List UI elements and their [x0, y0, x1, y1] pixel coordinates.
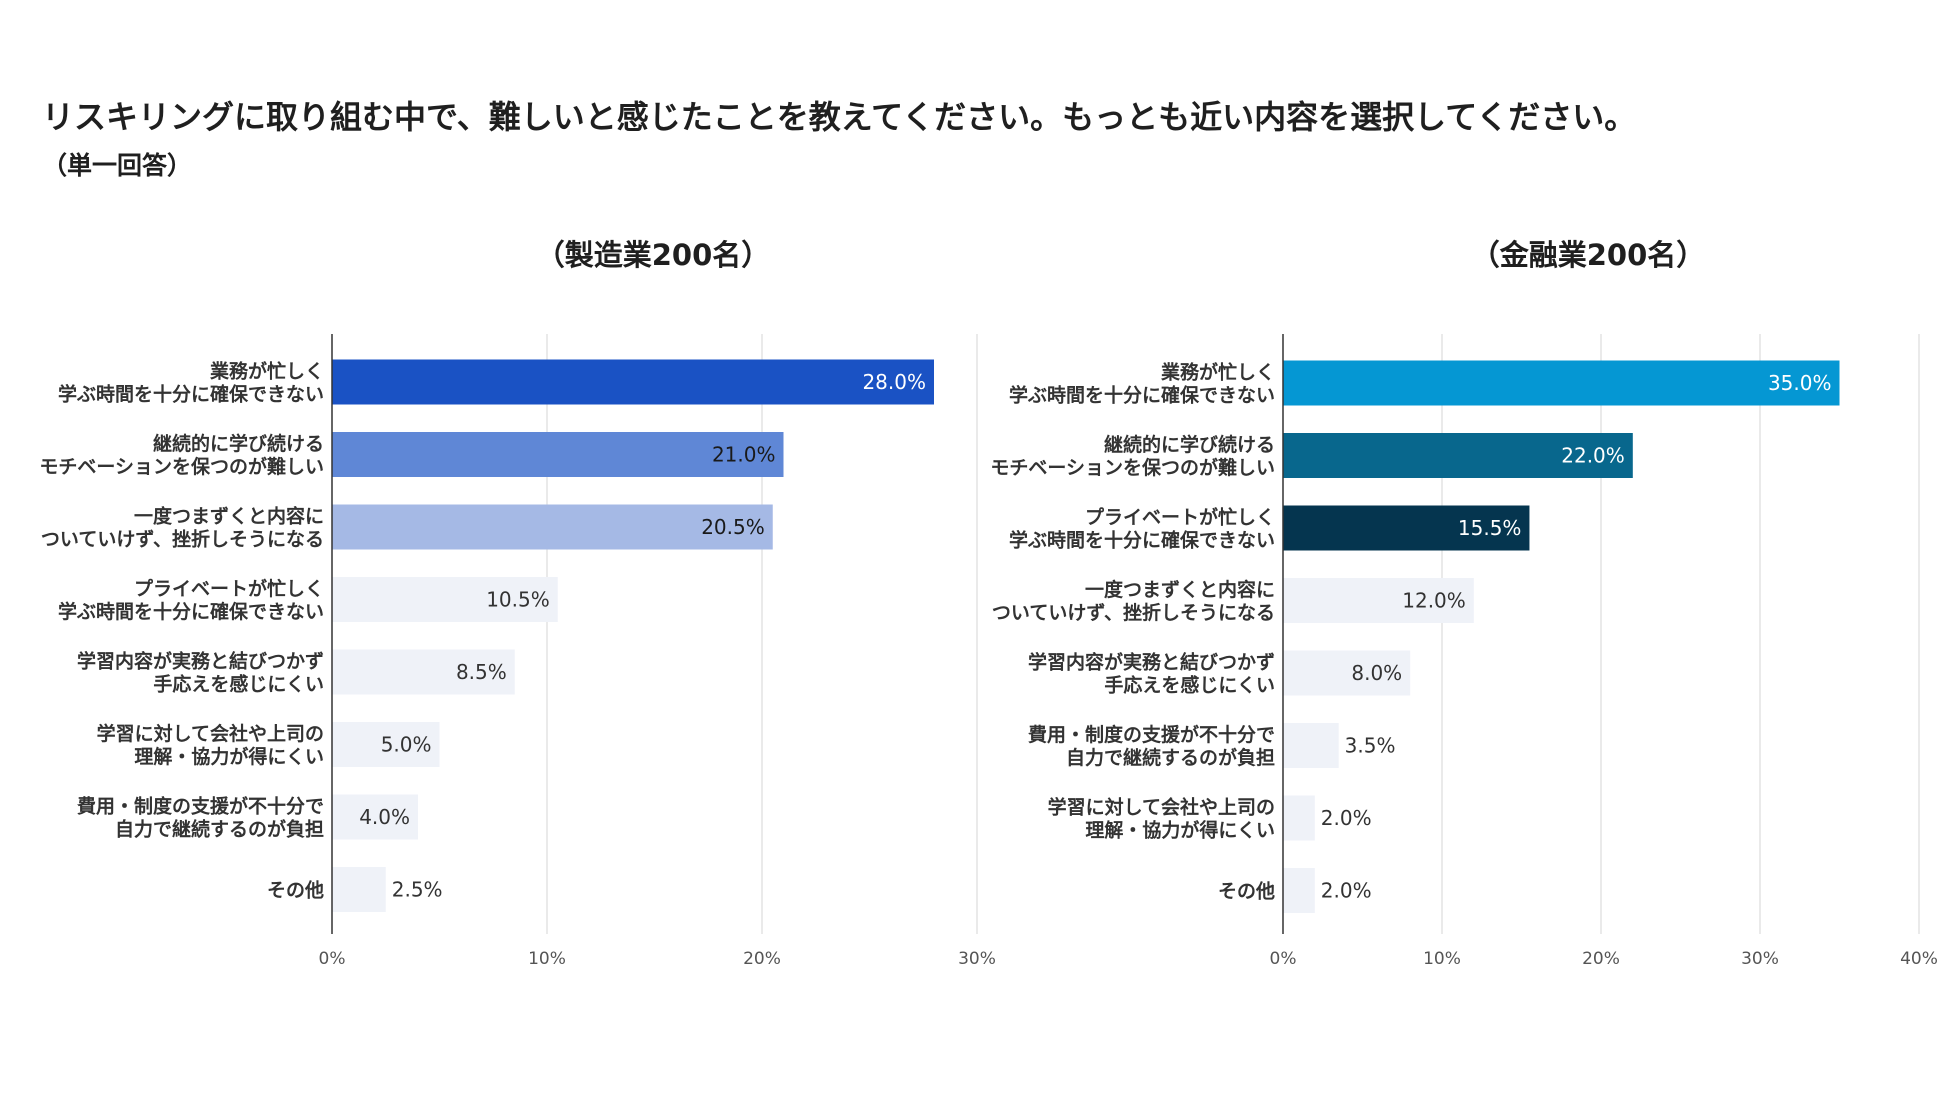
x-tick-label: 30% — [1741, 949, 1779, 969]
data-label: 2.0% — [1321, 806, 1372, 830]
bar — [1283, 578, 1474, 623]
category-label: 一度つまずくと内容に — [1085, 578, 1275, 601]
category-label: ついていけず、挫折しそうになる — [41, 529, 324, 551]
data-label: 2.5% — [392, 878, 443, 902]
data-label: 22.0% — [1561, 444, 1625, 468]
bar — [332, 649, 515, 695]
category-label: 理解・協力が得にくい — [1085, 819, 1275, 842]
bar — [1283, 433, 1633, 478]
data-label: 8.5% — [456, 660, 507, 684]
data-label: 21.0% — [712, 443, 776, 467]
bar — [1283, 868, 1315, 913]
category-label: 継続的に学び続ける — [1104, 433, 1275, 456]
bar — [1283, 505, 1530, 551]
category-label: その他 — [1218, 880, 1275, 903]
category-label: 学ぶ時間を十分に確保できない — [58, 383, 324, 406]
chart-title-finance: （金融業200名） — [1470, 238, 1706, 272]
category-label: 理解・協力が得にくい — [134, 745, 324, 768]
bar — [332, 577, 558, 622]
bar — [332, 867, 386, 912]
category-label: 自力で継続するのが負担 — [115, 818, 324, 841]
category-label: プライベートが忙しく — [134, 577, 324, 600]
data-label: 12.0% — [1402, 589, 1466, 613]
bar — [1283, 795, 1315, 841]
data-label: 5.0% — [381, 733, 432, 757]
category-label: 学習に対して会社や上司の — [97, 722, 324, 745]
category-label: モチベーションを保つのが難しい — [990, 456, 1275, 479]
bar — [332, 722, 440, 767]
category-label: 手応えを感じにくい — [1104, 674, 1275, 697]
x-tick-label: 10% — [1423, 949, 1461, 969]
category-label: 業務が忙しく — [1160, 361, 1275, 384]
x-tick-label: 0% — [1270, 949, 1297, 969]
page-title: リスキリングに取り組む中で、難しいと感じたことを教えてください。もっとも近い内容… — [42, 98, 1637, 136]
data-label: 20.5% — [701, 515, 765, 539]
chart-title-manufacturing: （製造業200名） — [535, 238, 771, 272]
data-label: 4.0% — [359, 805, 410, 829]
category-label: 学ぶ時間を十分に確保できない — [1009, 529, 1275, 552]
bar — [332, 359, 934, 405]
category-label: プライベートが忙しく — [1085, 506, 1275, 529]
category-label: 費用・制度の支援が不十分で — [1028, 723, 1275, 746]
x-tick-label: 40% — [1900, 949, 1938, 969]
x-tick-label: 10% — [528, 949, 566, 969]
bar — [1283, 360, 1840, 406]
bar — [1283, 723, 1339, 768]
bar — [332, 794, 418, 840]
category-label: 学習内容が実務と結びつかず — [77, 650, 324, 673]
data-label: 3.5% — [1345, 734, 1396, 758]
category-label: 学習内容が実務と結びつかず — [1028, 651, 1275, 674]
data-label: 2.0% — [1321, 879, 1372, 903]
data-label: 35.0% — [1768, 371, 1832, 395]
category-label: 費用・制度の支援が不十分で — [77, 795, 324, 818]
category-label: 一度つまずくと内容に — [134, 505, 324, 528]
category-label: 自力で継続するのが負担 — [1066, 746, 1275, 769]
x-tick-label: 20% — [1582, 949, 1620, 969]
bar — [332, 504, 773, 550]
page-subtitle: （単一回答） — [42, 151, 193, 180]
category-label: 学ぶ時間を十分に確保できない — [58, 600, 324, 623]
data-label: 8.0% — [1351, 661, 1402, 685]
category-label: その他 — [267, 879, 324, 902]
category-label: 業務が忙しく — [209, 360, 324, 383]
category-label: 継続的に学び続ける — [153, 432, 324, 455]
category-label: 学習に対して会社や上司の — [1048, 796, 1275, 819]
x-tick-label: 20% — [743, 949, 781, 969]
category-label: 手応えを感じにくい — [153, 673, 324, 696]
x-tick-label: 0% — [319, 949, 346, 969]
data-label: 10.5% — [486, 588, 550, 612]
x-tick-label: 30% — [958, 949, 996, 969]
category-label: ついていけず、挫折しそうになる — [992, 602, 1275, 624]
data-label: 15.5% — [1458, 516, 1522, 540]
category-label: 学ぶ時間を十分に確保できない — [1009, 384, 1275, 407]
data-label: 28.0% — [862, 370, 926, 394]
bar — [332, 432, 784, 477]
category-label: モチベーションを保つのが難しい — [39, 455, 324, 478]
bar — [1283, 650, 1411, 696]
